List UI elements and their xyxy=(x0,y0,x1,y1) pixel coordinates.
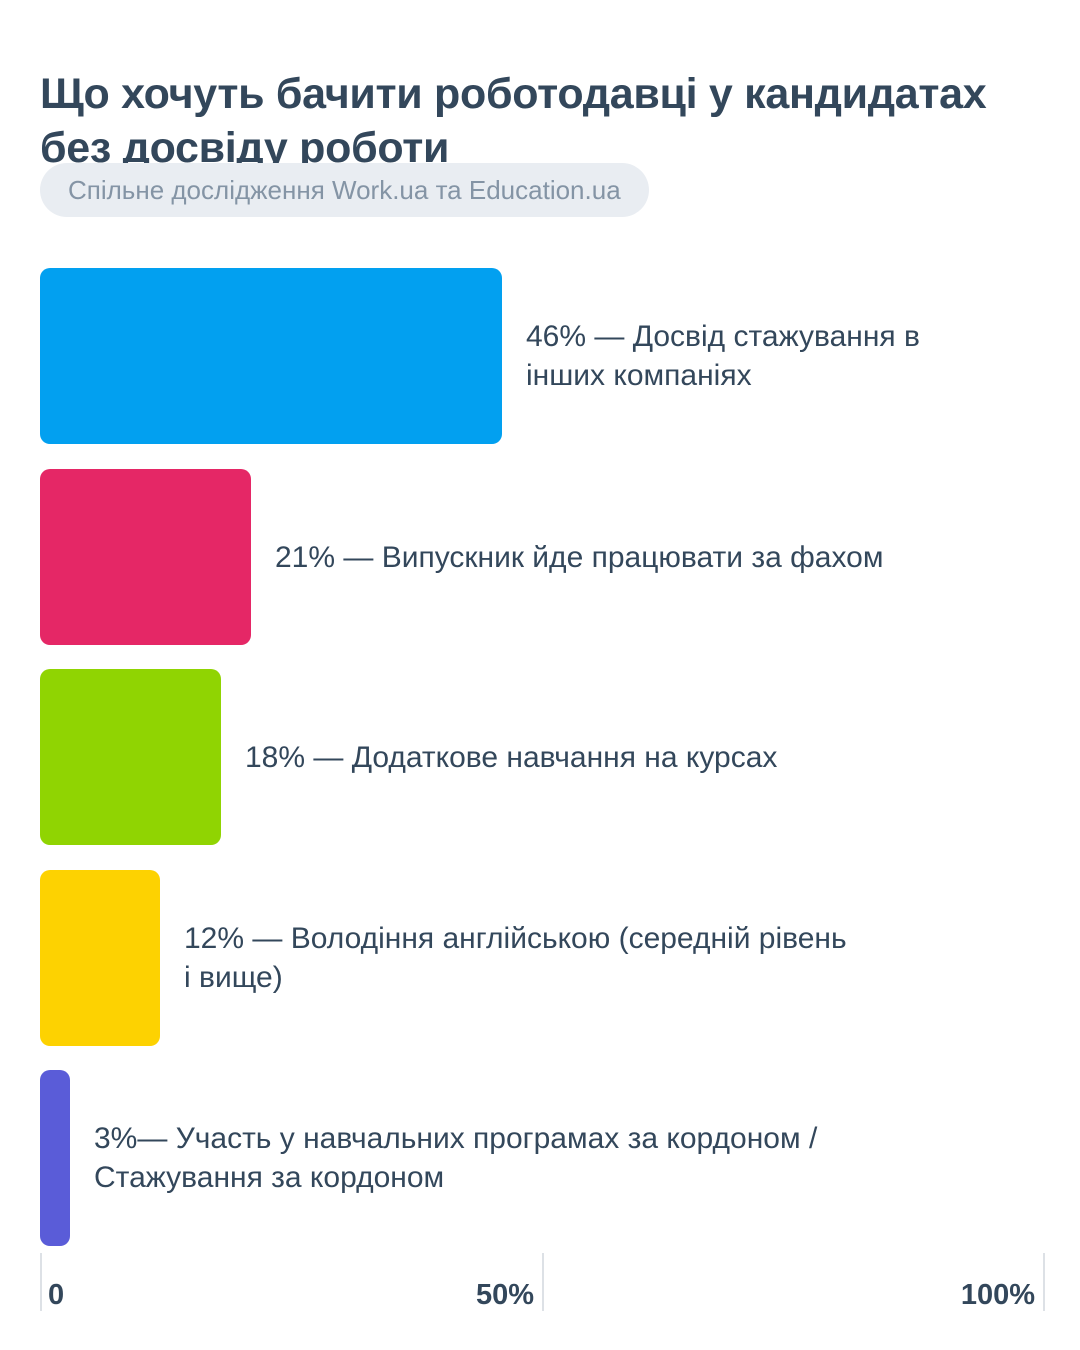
axis-tick-label: 50% xyxy=(475,1279,534,1311)
page-title: Що хочуть бачити роботодавці у кандидата… xyxy=(40,69,987,172)
x-axis: 0 50% 100% xyxy=(40,1253,1045,1333)
bar xyxy=(40,669,221,845)
study-badge: Спільне дослідження Work.ua та Education… xyxy=(40,163,649,217)
bar-label: 18% — Додаткове навчання на курсах xyxy=(245,740,778,774)
bar xyxy=(40,1070,70,1246)
bar xyxy=(40,268,502,444)
axis-tick xyxy=(1043,1253,1045,1311)
bar-row: 21% — Випускник йде працювати за фахом xyxy=(40,469,1045,645)
bar-row: 12% — Володіння англійською (середній рі… xyxy=(40,870,1045,1046)
axis-tick xyxy=(542,1253,544,1311)
bar-label: 21% — Випускник йде працювати за фахом xyxy=(275,540,884,574)
bar-row: 3%— Участь у навчальних програмах за кор… xyxy=(40,1070,1045,1246)
bar-row: 46% — Досвід стажування в інших компанія… xyxy=(40,268,1045,444)
bar xyxy=(40,469,251,645)
axis-tick-label: 100% xyxy=(960,1279,1035,1311)
bar-label: 3%— Участь у навчальних програмах за кор… xyxy=(94,1122,818,1194)
bar-label: 12% — Володіння англійською (середній рі… xyxy=(184,922,847,994)
axis-tick-label: 0 xyxy=(48,1279,65,1311)
bar-row: 18% — Додаткове навчання на курсах xyxy=(40,669,1045,845)
bar-label: 46% — Досвід стажування в інших компанія… xyxy=(526,320,920,392)
bar xyxy=(40,870,160,1046)
axis-tick xyxy=(40,1253,42,1311)
chart: 0 50% 100% 46% — Досвід стажування в інших… xyxy=(40,0,1045,1350)
